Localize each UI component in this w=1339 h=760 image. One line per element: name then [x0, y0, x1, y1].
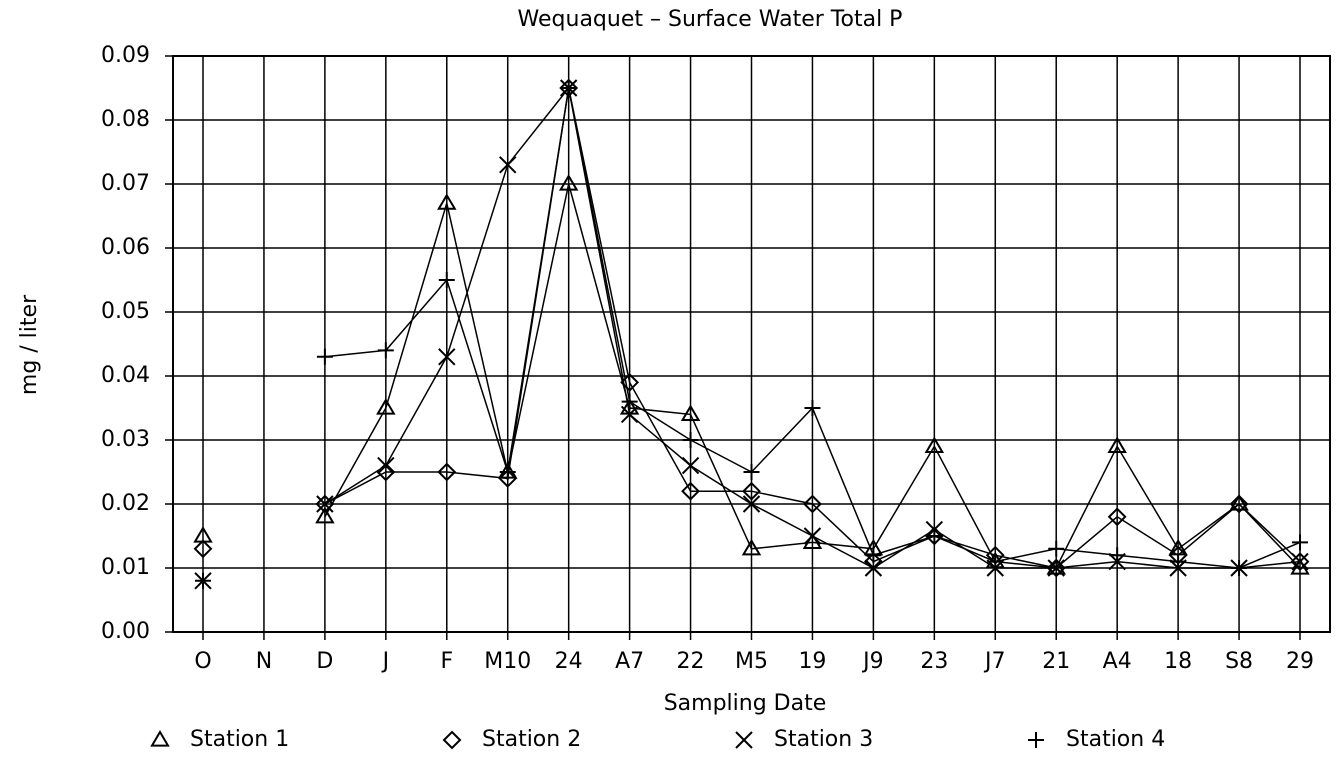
- x-tick-label: 29: [1286, 649, 1314, 674]
- x-tick-label: 18: [1164, 649, 1192, 674]
- legend-label: Station 4: [1066, 727, 1165, 752]
- y-tick-label: 0.01: [101, 555, 150, 580]
- data-point: [620, 372, 640, 392]
- y-axis-label: mg / liter: [17, 294, 42, 395]
- data-point: [377, 342, 394, 359]
- data-point: [499, 464, 516, 480]
- x-axis-label: Sampling Date: [664, 691, 827, 716]
- data-point: [560, 80, 577, 96]
- x-tick-label: J: [381, 649, 390, 674]
- data-point: [1170, 553, 1187, 570]
- data-point: [1291, 552, 1309, 571]
- chart-title: Wequaquet – Surface Water Total P: [518, 7, 903, 32]
- x-tick-label: A4: [1103, 649, 1132, 674]
- data-point: [681, 456, 700, 475]
- series-line: [324, 183, 1301, 569]
- data-point: [1229, 494, 1249, 514]
- data-point: [741, 538, 762, 556]
- y-tick-label: 0.03: [101, 427, 150, 452]
- data-point: [1107, 507, 1127, 527]
- data-point: [1046, 558, 1066, 578]
- legend-symbol: [735, 731, 753, 749]
- legend-label: Station 3: [774, 727, 873, 752]
- x-tick-label: M5: [735, 649, 768, 674]
- data-point: [437, 193, 457, 210]
- data-point: [1107, 436, 1127, 453]
- data-point: [193, 539, 213, 559]
- data-point: [1048, 540, 1065, 557]
- x-tick-label: F: [440, 649, 453, 674]
- y-tick-label: 0.00: [101, 619, 150, 644]
- x-tick-label: N: [256, 649, 272, 674]
- data-point: [498, 468, 518, 488]
- data-point: [1231, 560, 1248, 576]
- data-point: [1109, 547, 1126, 564]
- data-point: [804, 400, 821, 416]
- data-point: [1292, 534, 1308, 551]
- y-tick-label: 0.06: [101, 235, 150, 260]
- x-tick-label: 21: [1042, 649, 1070, 674]
- y-tick-label: 0.09: [101, 43, 150, 68]
- legend-symbol: [150, 730, 170, 747]
- data-point: [1229, 494, 1249, 511]
- data-point: [1290, 552, 1310, 572]
- x-tick-label: J9: [861, 649, 884, 674]
- data-point: [803, 527, 822, 545]
- data-point: [864, 559, 883, 577]
- data-point: [316, 348, 333, 365]
- data-point: [437, 462, 457, 482]
- data-point: [316, 495, 334, 513]
- series-line: [324, 87, 1301, 569]
- data-point: [438, 348, 456, 366]
- data-point: [865, 547, 882, 564]
- x-tick-label: J7: [983, 649, 1006, 674]
- data-point: [438, 272, 455, 288]
- data-point: [743, 464, 760, 480]
- legend-label: Station 1: [190, 727, 289, 752]
- data-point: [803, 494, 822, 514]
- data-point: [987, 553, 1004, 570]
- x-tick-label: 23: [920, 649, 948, 674]
- y-tick-label: 0.08: [101, 107, 150, 132]
- data-point: [1047, 559, 1065, 577]
- data-point: [742, 481, 761, 501]
- legend-label: Station 2: [482, 727, 581, 752]
- data-point: [376, 398, 396, 415]
- x-tick-label: D: [316, 649, 333, 674]
- legend-symbol: [442, 730, 462, 750]
- x-tick-label: 22: [677, 649, 705, 674]
- data-point: [315, 506, 335, 524]
- data-point: [742, 495, 761, 513]
- data-point: [863, 552, 883, 572]
- data-point: [195, 572, 211, 589]
- x-tick-label: O: [194, 649, 211, 674]
- data-point: [681, 481, 700, 501]
- x-tick-label: 24: [555, 649, 583, 674]
- data-point: [377, 456, 395, 475]
- y-tick-label: 0.04: [101, 363, 150, 388]
- legend-symbol: [1028, 732, 1044, 748]
- y-tick-label: 0.02: [101, 491, 150, 516]
- data-point: [680, 404, 701, 421]
- data-point: [682, 432, 699, 448]
- data-point: [924, 436, 945, 453]
- data-point: [558, 174, 579, 191]
- data-point: [499, 156, 517, 174]
- x-tick-label: M10: [484, 649, 531, 674]
- data-point: [621, 393, 638, 410]
- y-tick-label: 0.05: [101, 299, 150, 324]
- data-point: [926, 528, 943, 544]
- data-point: [620, 405, 639, 424]
- x-tick-label: S8: [1225, 649, 1253, 674]
- x-tick-label: 19: [798, 649, 826, 674]
- y-tick-label: 0.07: [101, 171, 150, 196]
- x-tick-label: A7: [615, 649, 644, 674]
